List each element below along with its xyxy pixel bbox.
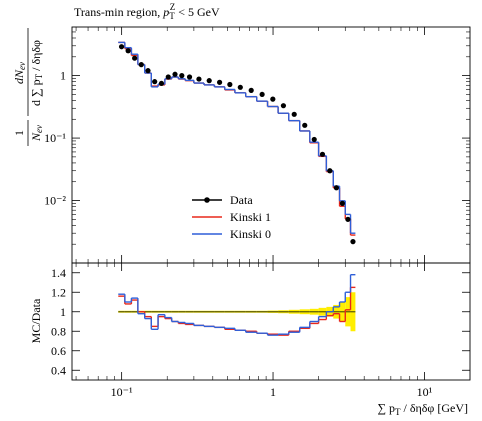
data-point: [206, 78, 212, 84]
x-label-part: T: [395, 407, 401, 417]
y-tick-label: 1.2: [51, 285, 66, 299]
data-point: [350, 239, 356, 245]
data-point: [196, 76, 202, 82]
data-point: [237, 84, 243, 90]
chart-title: Trans-min region, pTZ < 5 GeV: [74, 2, 220, 21]
data-point: [319, 151, 326, 157]
x-tick-label: 1: [270, 385, 276, 399]
data-point: [165, 74, 171, 80]
data-point: [327, 168, 333, 174]
data-point: [311, 136, 317, 143]
y-tick-label: 1.4: [51, 266, 66, 280]
data-point: [125, 48, 131, 54]
y-tick-label: 10⁻¹: [44, 131, 66, 145]
plot-frame: [71, 262, 471, 381]
data-point: [152, 79, 158, 85]
x-label-part: / δηδφ [GeV]: [401, 401, 469, 415]
y-label-part: dNev: [12, 62, 27, 84]
data-point: [179, 73, 185, 79]
y-tick-label: 10⁻²: [44, 194, 66, 208]
title-part: Trans-min region,: [74, 5, 163, 19]
y-tick-label: 0.8: [51, 324, 66, 338]
x-tick-label: 10¹: [417, 385, 433, 399]
data-point: [172, 71, 178, 77]
y-axis-label: 1 Nev dNev d ∑ pT / δηδφ: [12, 28, 44, 146]
title-part: p: [162, 5, 169, 19]
data-point: [291, 111, 297, 117]
data-point: [302, 122, 308, 128]
y-label-part: / δηδφ: [29, 40, 43, 74]
y-label-part: d ∑ pT / δηδφ: [29, 40, 44, 106]
legend-label: Data: [230, 193, 253, 207]
data-point: [345, 216, 351, 222]
data-point: [132, 55, 138, 61]
panel: 10⁻² 10⁻¹ 1 Data Kinski 1 Kinski 0: [44, 26, 471, 264]
y-label-part: ev: [17, 62, 27, 70]
data-point: [145, 68, 151, 74]
data-point: [227, 81, 233, 88]
x-label-part: ∑ p: [377, 401, 395, 415]
legend-label: Kinski 0: [230, 227, 271, 241]
data-point: [339, 200, 346, 206]
y-tick-label: 0.4: [51, 363, 66, 377]
title-part: T: [169, 11, 175, 21]
data-point: [216, 79, 223, 85]
y-label-part: d ∑ p: [29, 79, 43, 106]
data-point: [333, 185, 340, 191]
y-tick-label: 0.6: [51, 344, 66, 358]
data-point: [270, 96, 276, 102]
data-point: [186, 74, 193, 80]
y-label-part: Nev: [29, 125, 44, 142]
data-point: [158, 80, 165, 87]
legend-marker: [204, 197, 210, 203]
title-part: < 5 GeV: [175, 5, 220, 19]
x-tick-label: 10⁻¹: [111, 385, 133, 399]
x-axis-label: ∑ pT / δηδφ [GeV]: [377, 401, 468, 417]
data-point: [138, 62, 144, 68]
panel: 10⁻¹ 1 10¹ 0.4 0.6 0.8 1 1.2 1.4: [51, 262, 471, 399]
y-label-part: ev: [34, 125, 44, 133]
y-label-part: N: [29, 132, 43, 142]
data-point: [248, 87, 254, 93]
legend-label: Kinski 1: [230, 210, 271, 224]
y-tick-label: 1: [60, 305, 66, 319]
data-point: [280, 103, 287, 109]
y-tick-label: 1: [60, 69, 66, 83]
y-label-part: dN: [12, 69, 26, 84]
y-label-part: T: [34, 73, 44, 79]
title-part: Z: [170, 2, 176, 12]
data-point: [118, 44, 125, 50]
y-axis-label: MC/Data: [29, 298, 43, 343]
y-label-part: 1: [12, 130, 26, 136]
data-point: [259, 91, 265, 98]
